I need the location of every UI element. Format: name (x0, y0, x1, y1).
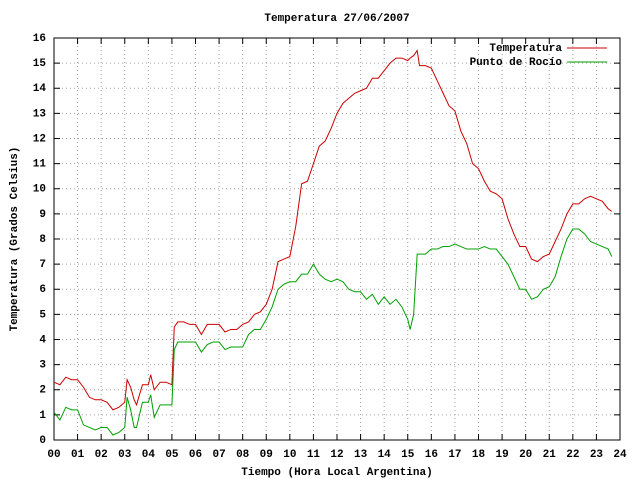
x-tick-label: 15 (401, 449, 415, 461)
y-tick-label: 14 (33, 83, 47, 95)
plot-border (53, 37, 621, 441)
legend-label: Temperatura (489, 43, 562, 55)
legend-label: Punto de Rocío (470, 57, 563, 69)
x-tick-label: 18 (472, 449, 486, 461)
y-tick-label: 16 (33, 33, 46, 45)
x-tick-label: 17 (448, 449, 461, 461)
x-tick-label: 02 (95, 449, 108, 461)
x-tick-label: 12 (330, 449, 343, 461)
x-tick-label: 16 (425, 449, 438, 461)
y-tick-label: 12 (33, 133, 46, 145)
x-tick-label: 08 (236, 449, 250, 461)
x-tick-label: 24 (613, 449, 627, 461)
y-tick-label: 10 (33, 184, 46, 196)
y-tick-label: 7 (39, 259, 46, 271)
x-tick-label: 22 (566, 449, 579, 461)
x-tick-label: 19 (495, 449, 508, 461)
x-tick-label: 21 (543, 449, 557, 461)
data-line (53, 49, 613, 411)
y-tick-label: 5 (39, 309, 46, 321)
y-axis-label: Temperatura (Grados Celsius) (9, 147, 21, 332)
x-axis-label: Tiempo (Hora Local Argentina) (241, 467, 432, 479)
x-tick-label: 01 (71, 449, 85, 461)
chart-title: Temperatura 27/06/2007 (264, 13, 409, 25)
x-tick-label: 06 (189, 449, 202, 461)
y-tick-label: 1 (39, 410, 46, 422)
x-tick-label: 07 (212, 449, 225, 461)
x-tick-label: 14 (378, 449, 392, 461)
y-tick-label: 8 (39, 234, 46, 246)
x-tick-label: 00 (47, 449, 60, 461)
x-tick-label: 10 (283, 449, 296, 461)
y-tick-label: 11 (33, 159, 47, 171)
x-tick-label: 05 (165, 449, 179, 461)
y-tick-label: 9 (39, 209, 46, 221)
x-tick-label: 03 (118, 449, 132, 461)
x-tick-label: 20 (519, 449, 532, 461)
y-tick-label: 13 (33, 108, 47, 120)
x-tick-label: 04 (142, 449, 156, 461)
y-tick-label: 6 (39, 284, 46, 296)
y-tick-label: 4 (39, 334, 46, 346)
data-line (53, 228, 613, 436)
x-tick-label: 23 (590, 449, 604, 461)
y-tick-label: 2 (39, 385, 46, 397)
y-tick-label: 3 (39, 360, 46, 372)
x-tick-label: 11 (307, 449, 321, 461)
x-tick-label: 13 (354, 449, 368, 461)
x-tick-label: 09 (260, 449, 273, 461)
y-tick-label: 0 (39, 435, 46, 447)
y-tick-label: 15 (33, 58, 47, 70)
